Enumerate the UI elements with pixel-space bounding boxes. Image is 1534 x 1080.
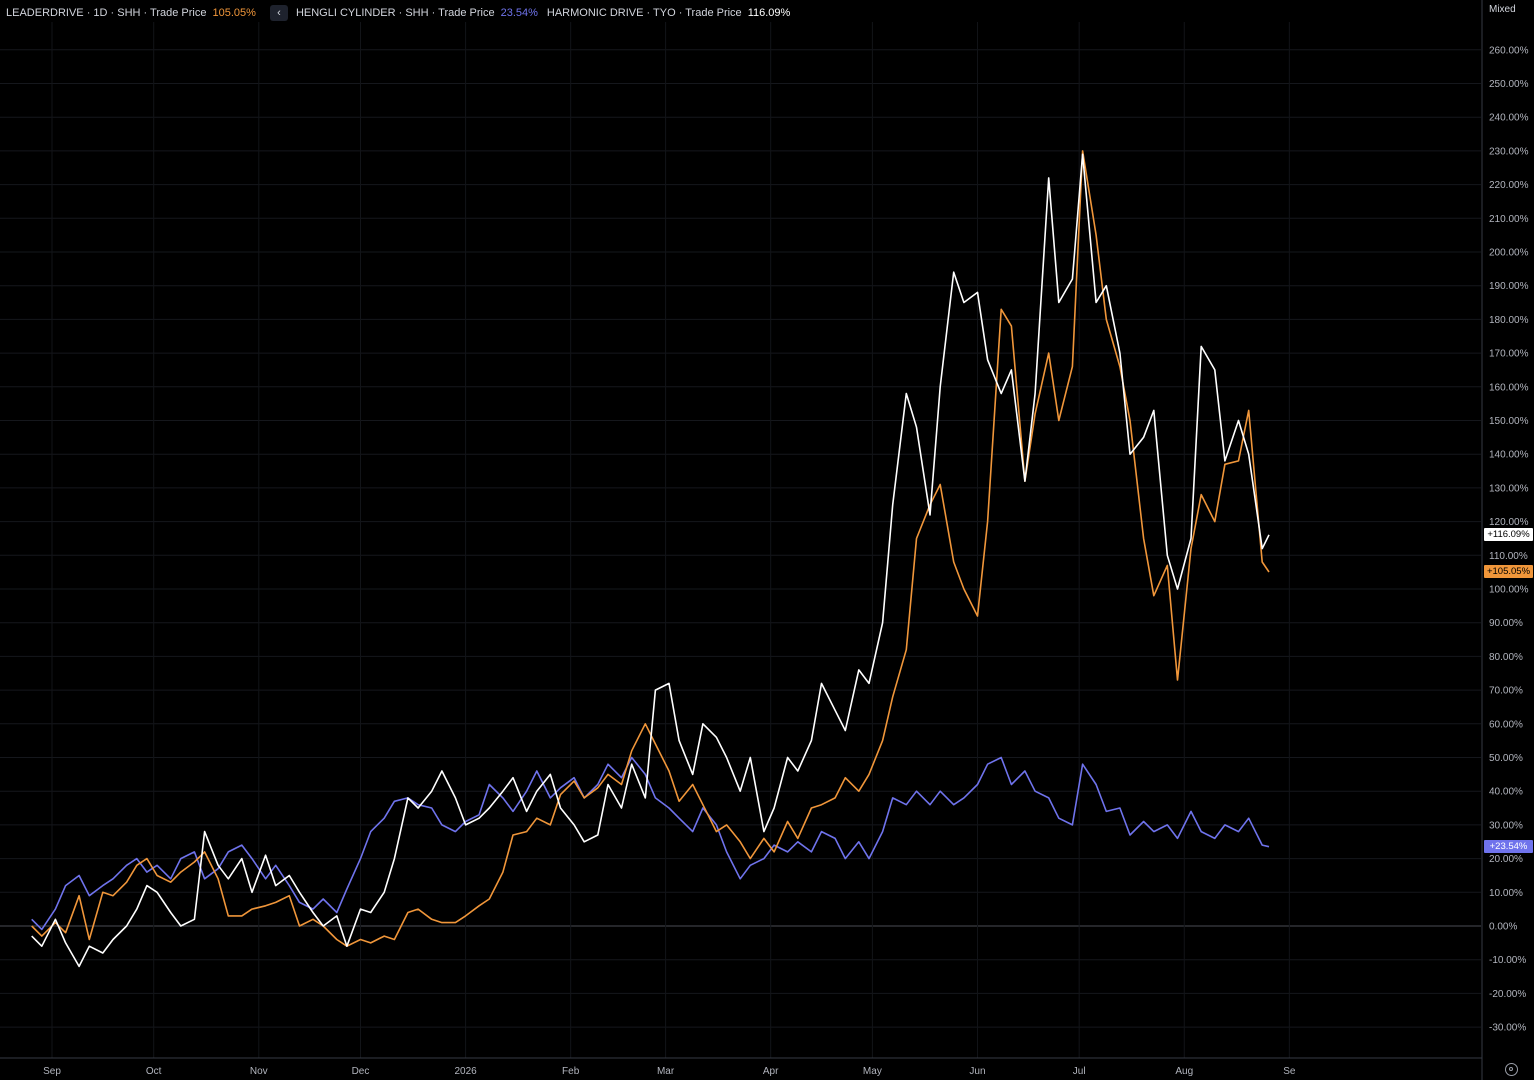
x-tick-label: Feb [562, 1066, 580, 1077]
series-line-hengli-cylinder[interactable] [31, 756, 1270, 931]
x-tick-label: Jun [969, 1066, 985, 1077]
y-tick-label: 100.00% [1489, 585, 1529, 596]
scale-mode-label[interactable]: Mixed [1489, 4, 1516, 15]
grid [0, 22, 1481, 1058]
last-value-badge-harmonic: +116.09% [1484, 528, 1533, 542]
x-tick-label: Se [1283, 1066, 1296, 1077]
y-tick-label: 110.00% [1489, 551, 1528, 562]
x-tick-label: Oct [146, 1066, 162, 1077]
y-tick-label: 30.00% [1489, 820, 1523, 831]
y-tick-label: 0.00% [1489, 922, 1517, 933]
gear-icon[interactable] [1505, 1063, 1518, 1076]
y-tick-label: 240.00% [1489, 113, 1529, 124]
y-tick-label: 260.00% [1489, 45, 1529, 56]
legend-label: HENGLI CYLINDER · SHH · Trade Price [295, 7, 495, 19]
series-lines [31, 150, 1270, 968]
x-tick-label: Jul [1073, 1066, 1086, 1077]
y-tick-label: 20.00% [1489, 854, 1523, 865]
y-tick-label: 40.00% [1489, 787, 1523, 798]
y-tick-label: 10.00% [1489, 888, 1523, 899]
y-tick-label: -10.00% [1489, 955, 1526, 966]
legend-entry-harmonic[interactable]: HARMONIC DRIVE · TYO · Trade Price 116.0… [547, 7, 790, 19]
last-value-badge-hengli: +23.54% [1484, 840, 1533, 854]
legend-entry-leaderdrive[interactable]: LEADERDRIVE · 1D · SHH · Trade Price 105… [6, 7, 256, 19]
y-tick-label: 170.00% [1489, 349, 1529, 360]
y-tick-label: -30.00% [1489, 1023, 1526, 1034]
y-tick-label: 250.00% [1489, 79, 1529, 90]
y-tick-label: 210.00% [1489, 214, 1529, 225]
y-tick-label: 90.00% [1489, 618, 1523, 629]
x-tick-label: Mar [657, 1066, 675, 1077]
x-tick-label: Dec [352, 1066, 370, 1077]
x-tick-label: 2026 [454, 1066, 477, 1077]
legend: LEADERDRIVE · 1D · SHH · Trade Price 105… [6, 5, 790, 21]
y-tick-label: 160.00% [1489, 382, 1529, 393]
x-tick-label: Sep [43, 1066, 61, 1077]
y-tick-label: 200.00% [1489, 248, 1529, 259]
legend-value: 105.05% [212, 7, 256, 19]
y-tick-label: 80.00% [1489, 652, 1523, 663]
last-value-badge-leaderdrive: +105.05% [1484, 565, 1533, 579]
y-tick-label: -20.00% [1489, 989, 1526, 1000]
x-tick-label: Nov [250, 1066, 268, 1077]
x-tick-label: Aug [1175, 1066, 1193, 1077]
y-tick-label: 130.00% [1489, 483, 1529, 494]
y-tick-label: 150.00% [1489, 416, 1529, 427]
y-tick-label: 50.00% [1489, 753, 1523, 764]
price-axis[interactable]: 260.00% 250.00% 240.00% 230.00% 220.00% 210.0… [1481, 0, 1529, 1080]
y-tick-label: 220.00% [1489, 180, 1529, 191]
y-tick-label: 70.00% [1489, 686, 1523, 697]
series-line-harmonic-drive[interactable] [31, 153, 1270, 968]
chevron-left-icon[interactable]: ‹ [269, 5, 288, 21]
x-tick-label: Apr [763, 1066, 779, 1077]
y-tick-label: 190.00% [1489, 281, 1529, 292]
y-tick-label: 140.00% [1489, 450, 1529, 461]
legend-entry-hengli[interactable]: HENGLI CYLINDER · SHH · Trade Price 23.5… [296, 7, 538, 19]
legend-label: HARMONIC DRIVE · TYO · Trade Price [546, 7, 742, 19]
y-tick-label: 180.00% [1489, 315, 1529, 326]
y-tick-label: 60.00% [1489, 719, 1523, 730]
y-tick-label: 230.00% [1489, 146, 1529, 157]
legend-value: 116.09% [747, 7, 791, 19]
time-axis[interactable]: Sep Oct Nov Dec 2026 Feb Mar Apr May Jun Jul Aug Se [0, 1057, 1482, 1077]
y-tick-label: 120.00% [1489, 517, 1529, 528]
legend-value: 23.54% [500, 7, 538, 19]
series-line-leaderdrive[interactable] [31, 150, 1270, 947]
legend-label: LEADERDRIVE · 1D · SHH · Trade Price [6, 7, 207, 19]
x-tick-label: May [863, 1066, 882, 1077]
